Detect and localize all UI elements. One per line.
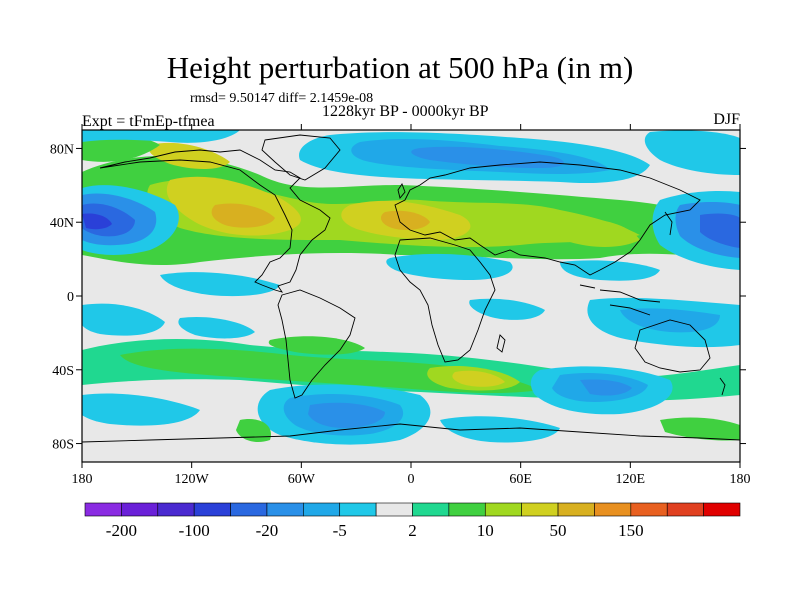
colorbar-swatch xyxy=(193,502,231,517)
coastline-africa xyxy=(394,237,496,363)
contour-region xyxy=(148,142,230,169)
contour-region xyxy=(380,210,430,230)
colorbar-swatch xyxy=(303,502,341,517)
time-period-label: 1228kyr BP - 0000kyr BP xyxy=(322,103,489,120)
coastline-uk xyxy=(397,183,406,199)
colorbar-swatch xyxy=(230,502,268,517)
lon-tick-label: 180 xyxy=(72,472,93,487)
coastline-japan xyxy=(664,211,673,236)
coastline-antarctica xyxy=(82,423,740,443)
lon-tick-label: 120W xyxy=(175,472,210,487)
colorbar-swatch xyxy=(412,502,450,517)
contour-region xyxy=(700,213,740,248)
lat-tick-label: 80S xyxy=(52,438,74,453)
contour-region xyxy=(82,303,165,336)
season-label: DJF xyxy=(713,111,740,128)
colorbar-swatch xyxy=(266,502,304,517)
colorbar-label: -5 xyxy=(333,521,347,540)
coastline-se-asia-islands xyxy=(579,284,661,316)
lon-tick-label: 0 xyxy=(408,472,415,487)
contour-region xyxy=(82,130,240,143)
lon-tick-label: 120E xyxy=(616,472,646,487)
colorbar-label: 50 xyxy=(550,521,567,540)
lon-tick-label: 60W xyxy=(288,472,316,487)
contour-region xyxy=(236,419,271,442)
coastline-new-zealand xyxy=(719,377,726,396)
contour-region xyxy=(440,416,560,443)
contour-region xyxy=(554,218,640,247)
coastlines xyxy=(82,134,740,443)
colorbar-swatch xyxy=(121,502,159,517)
contour-region xyxy=(82,393,200,426)
colorbar-swatch xyxy=(521,502,559,517)
contour-region xyxy=(211,203,275,228)
colorbar-swatch xyxy=(557,502,595,517)
contour-region xyxy=(386,253,513,280)
experiment-label: Expt = tFmEp-tfmea xyxy=(82,113,215,130)
colorbar-label: 2 xyxy=(408,521,417,540)
coastline-north-america xyxy=(99,149,331,293)
colorbar-label: -200 xyxy=(106,521,137,540)
colorbar-swatch xyxy=(594,502,632,517)
rmsd-diff-stats: rmsd= 9.50147 diff= 2.1459e-08 xyxy=(190,91,374,106)
lon-tick-label: 60E xyxy=(509,472,532,487)
contour-region xyxy=(580,379,632,396)
contour-region xyxy=(308,402,385,428)
colorbar-swatch xyxy=(666,502,704,517)
coastline-eurasia xyxy=(394,161,701,276)
colorbar-swatch xyxy=(375,502,413,517)
contour-region xyxy=(268,336,365,355)
colorbar-swatch xyxy=(630,502,668,517)
coastline-greenland xyxy=(261,134,341,181)
colorbar-swatch xyxy=(484,502,522,517)
colorbar-swatch xyxy=(157,502,195,517)
contour-region xyxy=(560,260,660,281)
lat-tick-label: 80N xyxy=(50,142,74,157)
colorbar-swatch xyxy=(84,502,122,517)
colorbar-swatch xyxy=(448,502,486,517)
contour-region xyxy=(644,130,740,175)
colorbar-swatch xyxy=(339,502,377,517)
lat-tick-label: 40S xyxy=(52,364,74,379)
contour-region xyxy=(160,272,280,297)
coastline-australia xyxy=(634,319,711,373)
lon-tick-label: 180 xyxy=(730,472,751,487)
colorbar-label: 10 xyxy=(477,521,494,540)
map-axes: 80N 40N 0 40S 80S 180 120W 60W 0 60E 120E 180 xyxy=(50,124,751,487)
contour-region xyxy=(660,417,740,441)
height-perturbation-field xyxy=(82,130,740,445)
contour-region xyxy=(178,316,255,339)
colorbar-label: 150 xyxy=(618,521,644,540)
lat-tick-label: 0 xyxy=(67,290,74,305)
colorbar-label: -100 xyxy=(179,521,210,540)
contour-region xyxy=(82,213,112,230)
contour-region xyxy=(452,370,505,387)
coastline-madagascar xyxy=(496,334,506,353)
coastline-south-america xyxy=(277,289,356,399)
colorbar-label: -20 xyxy=(256,521,279,540)
chart-title: Height perturbation at 500 hPa (in m) xyxy=(166,50,634,85)
contour-region xyxy=(82,135,160,162)
colorbar-swatch xyxy=(703,502,741,517)
lat-tick-label: 40N xyxy=(50,216,74,231)
colorbar: -200 -100 -20 -5 2 10 50 150 xyxy=(84,502,741,540)
